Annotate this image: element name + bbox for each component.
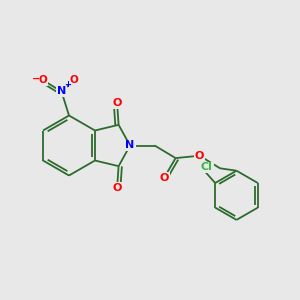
Text: O: O bbox=[160, 172, 169, 183]
Text: O: O bbox=[112, 98, 122, 108]
Text: O: O bbox=[195, 151, 204, 161]
Text: O: O bbox=[38, 75, 47, 85]
Text: −: − bbox=[32, 74, 41, 84]
Text: Cl: Cl bbox=[201, 162, 213, 172]
Text: O: O bbox=[70, 75, 79, 85]
Text: +: + bbox=[64, 80, 71, 89]
Text: O: O bbox=[112, 183, 122, 193]
Text: N: N bbox=[57, 86, 66, 97]
Text: N: N bbox=[125, 140, 135, 151]
